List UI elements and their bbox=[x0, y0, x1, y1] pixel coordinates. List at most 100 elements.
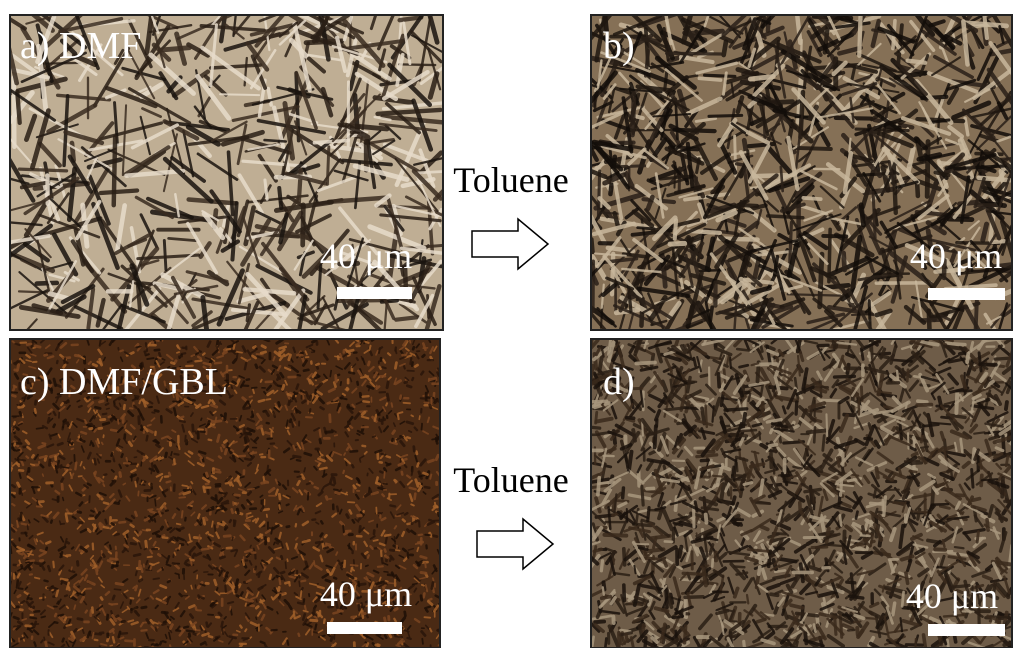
crystal bbox=[231, 550, 236, 551]
crystal bbox=[120, 473, 121, 477]
crystal bbox=[251, 457, 253, 459]
crystal bbox=[91, 511, 94, 512]
crystal bbox=[399, 463, 403, 465]
crystal bbox=[114, 589, 120, 590]
crystal bbox=[185, 563, 188, 565]
crystal bbox=[17, 463, 20, 464]
crystal bbox=[255, 567, 256, 570]
crystal bbox=[136, 346, 141, 347]
crystal bbox=[119, 522, 125, 523]
crystal bbox=[326, 432, 332, 433]
crystal bbox=[894, 162, 896, 213]
crystal bbox=[865, 618, 875, 619]
crystal bbox=[341, 568, 342, 570]
crystal bbox=[260, 601, 263, 602]
crystal bbox=[385, 635, 386, 637]
crystal bbox=[162, 612, 167, 613]
crystal bbox=[222, 629, 223, 634]
crystal bbox=[709, 115, 742, 116]
crystal bbox=[109, 604, 112, 605]
crystal bbox=[302, 581, 306, 582]
crystal bbox=[228, 346, 233, 347]
crystal bbox=[380, 367, 381, 369]
crystal bbox=[197, 405, 201, 408]
crystal bbox=[230, 520, 231, 522]
crystal bbox=[144, 549, 146, 550]
crystal bbox=[145, 352, 146, 354]
crystal bbox=[103, 414, 106, 415]
crystal bbox=[393, 431, 395, 434]
crystal bbox=[307, 483, 310, 484]
crystal bbox=[374, 540, 378, 541]
crystal bbox=[261, 352, 265, 353]
crystal bbox=[141, 426, 142, 431]
crystal bbox=[245, 603, 246, 606]
crystal bbox=[240, 626, 241, 628]
crystal bbox=[321, 534, 323, 537]
crystal bbox=[209, 636, 212, 637]
crystal bbox=[400, 396, 401, 399]
crystal bbox=[250, 545, 251, 547]
crystal bbox=[382, 518, 385, 520]
crystal bbox=[298, 481, 300, 484]
crystal bbox=[146, 541, 147, 547]
crystal bbox=[592, 637, 594, 648]
crystal bbox=[1006, 402, 1007, 409]
crystal bbox=[113, 596, 114, 599]
crystal bbox=[218, 435, 220, 441]
crystal bbox=[430, 629, 431, 632]
crystal bbox=[31, 464, 35, 465]
crystal bbox=[59, 615, 64, 616]
crystal bbox=[194, 634, 196, 635]
crystal bbox=[51, 521, 52, 523]
crystal bbox=[341, 382, 342, 385]
crystal bbox=[54, 412, 56, 415]
crystal bbox=[231, 450, 233, 451]
crystal bbox=[212, 603, 214, 605]
crystal bbox=[423, 355, 425, 357]
crystal bbox=[179, 497, 185, 498]
crystal bbox=[174, 408, 176, 415]
crystal bbox=[266, 399, 270, 400]
crystal bbox=[107, 615, 108, 619]
crystal bbox=[232, 509, 233, 512]
crystal bbox=[204, 518, 205, 524]
crystal bbox=[232, 537, 233, 540]
crystal bbox=[424, 593, 425, 597]
crystal bbox=[111, 430, 117, 431]
crystal bbox=[334, 489, 338, 490]
crystal bbox=[348, 428, 349, 430]
crystal bbox=[343, 471, 344, 473]
crystal bbox=[26, 562, 29, 563]
crystal bbox=[119, 632, 120, 637]
crystal bbox=[105, 520, 106, 524]
crystal bbox=[46, 642, 47, 647]
crystal bbox=[14, 422, 15, 424]
crystal bbox=[177, 524, 181, 525]
crystal bbox=[15, 459, 17, 460]
crystal bbox=[296, 524, 297, 527]
crystal bbox=[135, 586, 136, 590]
crystal bbox=[395, 363, 396, 369]
crystal bbox=[298, 603, 303, 604]
crystal bbox=[424, 473, 428, 474]
crystal bbox=[705, 75, 735, 76]
crystal bbox=[404, 403, 410, 404]
crystal bbox=[331, 484, 334, 485]
crystal bbox=[157, 445, 160, 447]
crystal bbox=[207, 623, 208, 627]
crystal bbox=[80, 551, 84, 552]
crystal bbox=[160, 642, 161, 645]
crystal bbox=[194, 630, 200, 631]
crystal bbox=[119, 501, 120, 503]
crystal bbox=[46, 548, 47, 550]
crystal bbox=[137, 464, 138, 466]
crystal bbox=[428, 418, 429, 423]
crystal bbox=[112, 523, 114, 524]
crystal bbox=[419, 535, 422, 536]
crystal bbox=[221, 448, 222, 452]
crystal bbox=[387, 382, 388, 387]
crystal bbox=[53, 562, 54, 568]
crystal bbox=[357, 434, 360, 435]
crystal bbox=[139, 580, 141, 581]
